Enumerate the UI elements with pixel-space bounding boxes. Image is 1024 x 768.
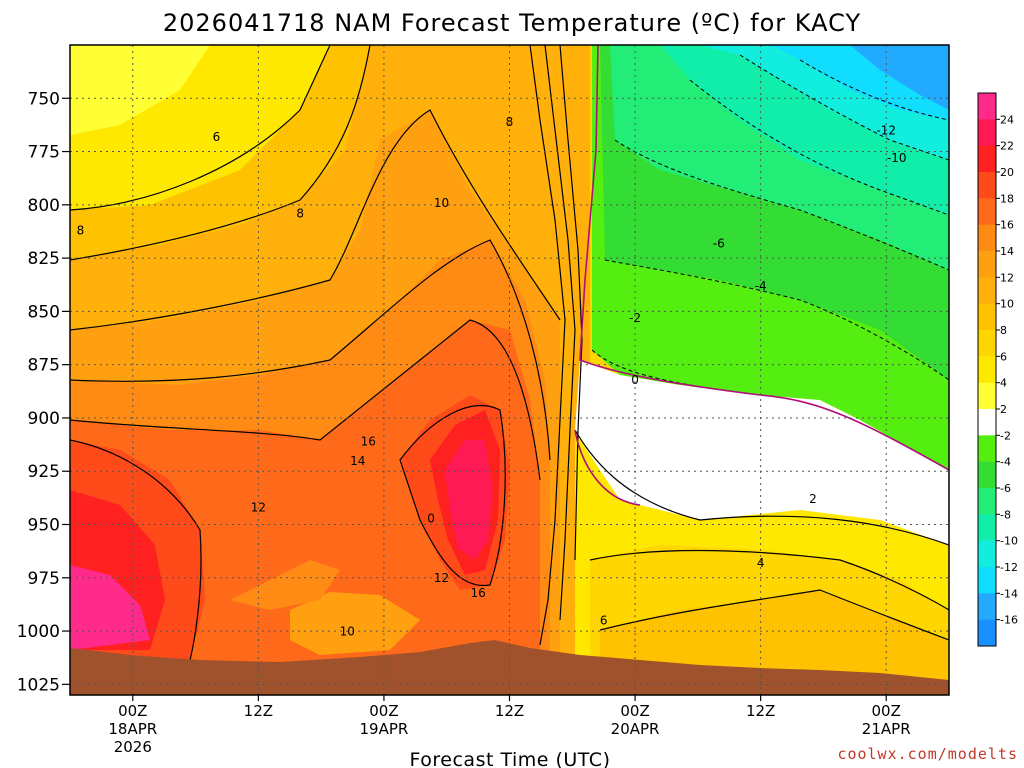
x-tick-label: 00Z — [872, 702, 901, 720]
colorbar-label: -6 — [1000, 482, 1011, 495]
y-tick-label: 925 — [28, 462, 60, 482]
contour-label: 10 — [340, 624, 355, 638]
colorbar-label: 10 — [1000, 298, 1014, 311]
colorbar-label: -16 — [1000, 614, 1018, 627]
colorbar-label: 20 — [1000, 166, 1014, 179]
colorbar-swatch — [978, 145, 996, 173]
colorbar: 24 22 20 18 16 14 12 10 8 6 4 2 -2 -4 -6 -8 -10 -12 -14 -16 — [977, 92, 1018, 647]
chart-title: 2026041718 NAM Forecast Temperature (ºC)… — [163, 9, 861, 37]
contour-label: -6 — [713, 236, 725, 250]
y-tick-label: 825 — [28, 249, 60, 269]
x-tick-label: 2026 — [114, 738, 152, 756]
colorbar-swatch — [978, 567, 996, 594]
x-axis-label: Forecast Time (UTC) — [410, 749, 611, 768]
contour-label: 10 — [434, 196, 449, 210]
contour-label: 2 — [809, 492, 817, 506]
colorbar-swatch — [978, 409, 996, 436]
colorbar-label: 22 — [1000, 140, 1014, 153]
colorbar-swatch — [978, 356, 996, 384]
contour-label: -2 — [629, 311, 641, 325]
y-tick-label: 1000 — [17, 622, 60, 642]
y-tick-label: 900 — [28, 409, 60, 429]
colorbar-swatch — [978, 330, 996, 357]
contour-labels: 6 8 8 10 8 12 16 14 0 12 16 10 6 -2 0 -6 -4 -12 -10 2 4 — [77, 115, 907, 638]
colorbar-swatch — [978, 224, 996, 252]
x-tick-label: 00Z — [369, 702, 398, 720]
colorbar-label: 6 — [1000, 350, 1007, 363]
colorbar-label: 14 — [1000, 245, 1014, 258]
contour-label: 6 — [213, 130, 221, 144]
contour-label: -4 — [755, 279, 767, 293]
contour-label: 16 — [361, 435, 376, 449]
colorbar-label: 18 — [1000, 192, 1014, 205]
colorbar-swatch — [978, 198, 996, 226]
colorbar-swatch — [978, 382, 996, 410]
colorbar-label: -4 — [1000, 456, 1011, 469]
colorbar-label: 4 — [1000, 377, 1007, 390]
contour-label: 8 — [506, 115, 514, 129]
colorbar-swatch — [978, 172, 996, 199]
colorbar-label: 24 — [1000, 113, 1014, 126]
colorbar-swatch — [978, 251, 996, 278]
colorbar-label: -12 — [1000, 561, 1018, 574]
contour-label: -12 — [876, 124, 896, 138]
credit-text: coolwx.com/modelts — [837, 745, 1018, 763]
x-tick-label: 00Z — [118, 702, 147, 720]
y-tick-label: 975 — [28, 569, 60, 589]
y-tick-label: 950 — [28, 516, 60, 536]
colorbar-swatch — [978, 435, 996, 463]
colorbar-swatch — [978, 540, 996, 568]
colorbar-label: 16 — [1000, 219, 1014, 232]
contour-label: 12 — [434, 571, 449, 585]
colorbar-swatch — [978, 593, 996, 621]
y-tick-label: 875 — [28, 356, 60, 376]
contour-label: 0 — [427, 511, 435, 525]
filled-contours — [70, 45, 949, 695]
contour-label: 4 — [757, 556, 765, 570]
colorbar-label: 12 — [1000, 271, 1014, 284]
colorbar-swatch — [978, 514, 996, 542]
contour-label: 8 — [77, 224, 85, 238]
colorbar-swatch — [978, 461, 996, 489]
colorbar-swatch — [978, 619, 996, 647]
y-tick-label: 1025 — [17, 675, 60, 695]
y-axis: 750 775 800 825 850 875 900 925 950 975 1000 1025 — [17, 89, 70, 695]
x-tick-label: 18APR — [108, 720, 157, 738]
contour-label: 0 — [631, 373, 639, 387]
colorbar-swatch — [978, 303, 996, 331]
y-tick-label: 850 — [28, 302, 60, 322]
colorbar-label: -14 — [1000, 587, 1018, 600]
contour-label: 12 — [251, 501, 266, 515]
contour-label: 16 — [470, 586, 485, 600]
x-tick-label: 20APR — [611, 720, 660, 738]
colorbar-label: -2 — [1000, 429, 1011, 442]
contour-label: 14 — [350, 454, 365, 468]
y-tick-label: 750 — [28, 89, 60, 109]
x-tick-label: 12Z — [495, 702, 524, 720]
gridlines — [70, 45, 949, 695]
contour-label: -10 — [887, 151, 907, 165]
colorbar-swatch — [978, 119, 996, 147]
colorbar-swatch — [978, 277, 996, 305]
y-tick-label: 800 — [28, 196, 60, 216]
x-tick-label: 21APR — [862, 720, 911, 738]
x-tick-label: 12Z — [746, 702, 775, 720]
x-tick-label: 12Z — [244, 702, 273, 720]
y-tick-label: 775 — [28, 143, 60, 163]
colorbar-swatch — [978, 488, 996, 515]
contour-label: 8 — [296, 207, 304, 221]
colorbar-label: -8 — [1000, 508, 1011, 521]
colorbar-label: 2 — [1000, 403, 1007, 416]
colorbar-swatch — [978, 93, 996, 120]
x-tick-label: 00Z — [620, 702, 649, 720]
colorbar-label: 8 — [1000, 324, 1007, 337]
colorbar-frame — [977, 92, 997, 647]
contour-label: 6 — [600, 614, 608, 628]
colorbar-label: -10 — [1000, 535, 1018, 548]
x-tick-label: 19APR — [360, 720, 409, 738]
